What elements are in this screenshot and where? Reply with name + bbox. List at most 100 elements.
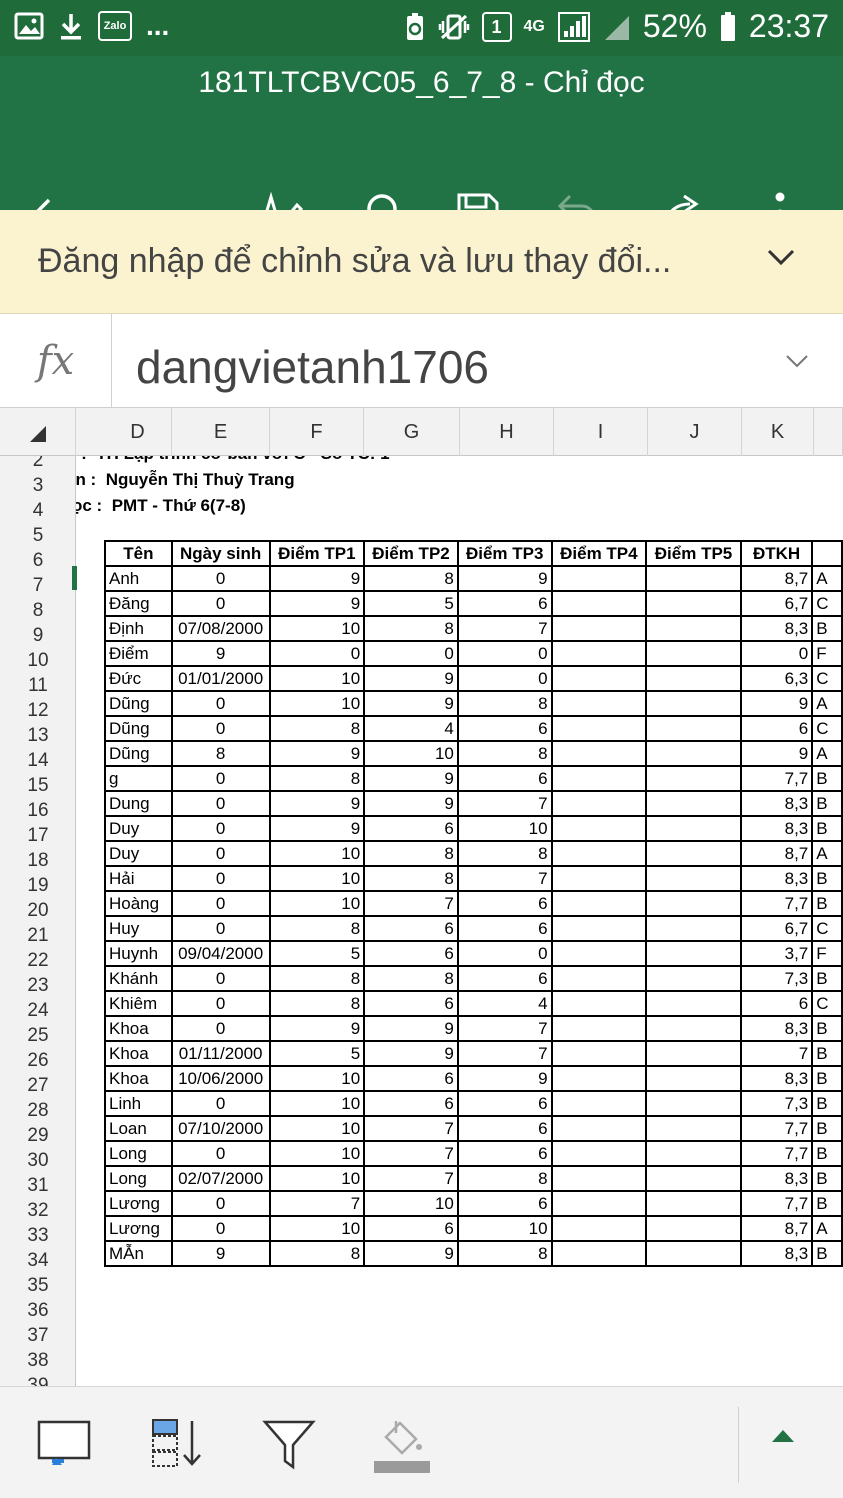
table-cell[interactable]: B	[811, 615, 843, 642]
table-cell[interactable]: 9	[268, 790, 366, 817]
table-cell[interactable]	[550, 815, 648, 842]
row-header-36[interactable]: 36	[27, 1300, 49, 1321]
table-cell[interactable]: 8,3	[739, 1065, 814, 1092]
table-cell[interactable]: A	[811, 565, 843, 592]
table-cell[interactable]: 9	[268, 1015, 366, 1042]
table-cell[interactable]: 6	[456, 890, 553, 917]
table-cell[interactable]	[645, 790, 742, 817]
table-cell[interactable]: 8,3	[739, 1165, 814, 1192]
table-cell[interactable]: 7,3	[739, 965, 814, 992]
table-header-cell[interactable]: Điểm TP5	[645, 540, 742, 567]
table-cell[interactable]: Lương	[104, 1190, 173, 1217]
table-cell[interactable]: 0	[456, 940, 553, 967]
table-cell[interactable]: C	[811, 590, 843, 617]
table-cell[interactable]: 10	[268, 665, 366, 692]
table-cell[interactable]: 7,7	[739, 890, 814, 917]
row-header-8[interactable]: 8	[32, 600, 44, 621]
row-header-31[interactable]: 31	[27, 1175, 49, 1196]
select-cell-button[interactable]	[36, 1417, 96, 1473]
table-cell[interactable]	[550, 615, 648, 642]
row-header-25[interactable]: 25	[27, 1025, 49, 1046]
select-all-corner[interactable]	[0, 408, 76, 456]
table-cell[interactable]: 7	[456, 1015, 553, 1042]
table-cell[interactable]: Long	[104, 1140, 173, 1167]
row-header-27[interactable]: 27	[27, 1075, 49, 1096]
table-cell[interactable]: 7,7	[739, 1190, 814, 1217]
table-cell[interactable]	[645, 565, 742, 592]
row-header-16[interactable]: 16	[27, 800, 49, 821]
table-cell[interactable]: 7	[363, 1115, 459, 1142]
table-cell[interactable]	[550, 1115, 648, 1142]
table-cell[interactable]	[550, 840, 648, 867]
table-cell[interactable]: 8	[170, 740, 271, 767]
table-cell[interactable]	[550, 665, 648, 692]
row-header-28[interactable]: 28	[27, 1100, 49, 1121]
column-header-partial[interactable]	[814, 408, 843, 456]
table-cell[interactable]: 9	[268, 740, 366, 767]
table-cell[interactable]: 07/10/2000	[170, 1115, 271, 1142]
table-cell[interactable]	[550, 915, 648, 942]
table-cell[interactable]	[550, 965, 648, 992]
column-header-i[interactable]: I	[554, 408, 648, 456]
table-cell[interactable]: B	[811, 1190, 843, 1217]
table-header-cell[interactable]	[811, 540, 843, 567]
table-cell[interactable]	[550, 1015, 648, 1042]
table-header-cell[interactable]: Điểm TP1	[268, 540, 366, 567]
table-cell[interactable]: Hoàng	[104, 890, 173, 917]
table-cell[interactable]: Khoa	[104, 1065, 173, 1092]
formula-expand-button[interactable]	[785, 354, 809, 373]
table-cell[interactable]	[550, 890, 648, 917]
column-header-e[interactable]: E	[172, 408, 270, 456]
table-cell[interactable]: 0	[170, 790, 271, 817]
filter-button[interactable]	[262, 1417, 322, 1473]
table-cell[interactable]: 7	[363, 1140, 459, 1167]
table-cell[interactable]: 9	[363, 665, 459, 692]
table-cell[interactable]: B	[811, 815, 843, 842]
table-cell[interactable]	[645, 1240, 742, 1267]
table-cell[interactable]: Loan	[104, 1115, 173, 1142]
table-cell[interactable]: 0	[170, 1140, 271, 1167]
table-cell[interactable]: F	[811, 940, 843, 967]
table-cell[interactable]	[645, 690, 742, 717]
table-cell[interactable]: 7,7	[739, 765, 814, 792]
table-cell[interactable]	[645, 1115, 742, 1142]
table-cell[interactable]	[550, 790, 648, 817]
table-cell[interactable]: 8,3	[739, 1015, 814, 1042]
row-header-6[interactable]: 6	[32, 550, 44, 571]
table-cell[interactable]: Khánh	[104, 965, 173, 992]
table-cell[interactable]: 7	[456, 1040, 553, 1067]
table-cell[interactable]: 6	[739, 990, 814, 1017]
table-cell[interactable]: Dũng	[104, 690, 173, 717]
table-cell[interactable]	[550, 1140, 648, 1167]
table-cell[interactable]: 10	[456, 815, 553, 842]
table-cell[interactable]: 9	[456, 1065, 553, 1092]
table-cell[interactable]: Dũng	[104, 740, 173, 767]
table-cell[interactable]: 8	[363, 840, 459, 867]
table-cell[interactable]: 6,7	[739, 915, 814, 942]
table-cell[interactable]: 0	[268, 640, 366, 667]
column-header-k[interactable]: K	[742, 408, 814, 456]
table-cell[interactable]: 0	[170, 965, 271, 992]
table-cell[interactable]	[645, 765, 742, 792]
table-cell[interactable]	[550, 1240, 648, 1267]
table-cell[interactable]: 6	[739, 715, 814, 742]
table-cell[interactable]: 7	[363, 1165, 459, 1192]
table-cell[interactable]	[645, 840, 742, 867]
table-cell[interactable]	[550, 715, 648, 742]
table-cell[interactable]: 10	[456, 1215, 553, 1242]
table-cell[interactable]: Đức	[104, 665, 173, 692]
table-cell[interactable]: 6	[456, 965, 553, 992]
table-cell[interactable]: 0	[170, 1015, 271, 1042]
row-header-29[interactable]: 29	[27, 1125, 49, 1146]
table-cell[interactable]: 7	[268, 1190, 366, 1217]
table-cell[interactable]	[645, 1215, 742, 1242]
row-header-15[interactable]: 15	[27, 775, 49, 796]
table-cell[interactable]	[645, 1040, 742, 1067]
table-cell[interactable]: 07/08/2000	[170, 615, 271, 642]
row-header-10[interactable]: 10	[27, 650, 49, 671]
table-cell[interactable]: Duy	[104, 840, 173, 867]
table-cell[interactable]: 10	[268, 865, 366, 892]
row-header-32[interactable]: 32	[27, 1200, 49, 1221]
formula-value[interactable]: dangvietanh1706	[136, 341, 489, 393]
sign-in-banner[interactable]: Đăng nhập để chỉnh sửa và lưu thay đổi..…	[0, 210, 843, 314]
